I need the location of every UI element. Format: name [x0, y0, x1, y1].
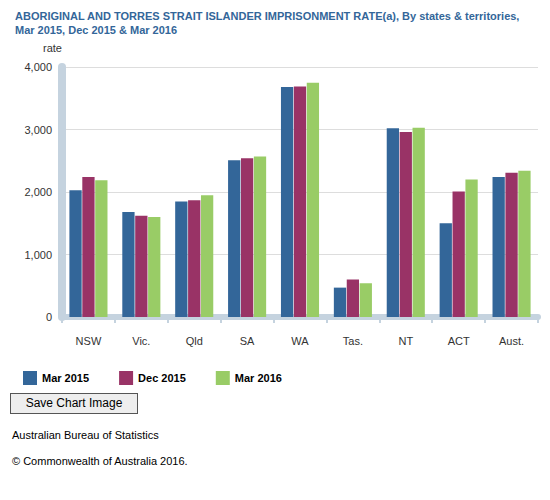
html-text:© Commonwealth of Australia 20: © Commonwealth of Australia 2016. — [12, 455, 188, 467]
svg-text:2,000: 2,000 — [24, 186, 52, 198]
svg-text:rate: rate — [43, 42, 62, 54]
svg-text:0: 0 — [46, 311, 52, 323]
svg-text:WA: WA — [291, 335, 309, 347]
svg-text:ACT: ACT — [448, 335, 470, 347]
svg-text:1,000: 1,000 — [24, 249, 52, 261]
svg-text:SA: SA — [240, 335, 255, 347]
svg-text:Mar 2015: Mar 2015 — [42, 372, 89, 384]
svg-text:Aust.: Aust. — [499, 335, 524, 347]
html-text:Save Chart Image: Save Chart Image — [25, 396, 123, 410]
html-text:Australian Bureau of Statistic: Australian Bureau of Statistics — [12, 429, 159, 441]
svg-text:Qld: Qld — [186, 335, 203, 347]
svg-text:Dec 2015: Dec 2015 — [138, 372, 186, 384]
svg-text:Mar 2016: Mar 2016 — [235, 372, 282, 384]
svg-text:Mar 2015, Dec 2015 & Mar 2016: Mar 2015, Dec 2015 & Mar 2016 — [15, 24, 177, 36]
svg-text:NSW: NSW — [76, 335, 102, 347]
svg-text:4,000: 4,000 — [24, 61, 52, 73]
svg-text:Vic.: Vic. — [132, 335, 150, 347]
svg-text:Tas.: Tas. — [343, 335, 363, 347]
svg-text:3,000: 3,000 — [24, 124, 52, 136]
svg-text:ABORIGINAL AND TORRES STRAIT I: ABORIGINAL AND TORRES STRAIT ISLANDER IM… — [15, 10, 522, 22]
svg-text:NT: NT — [398, 335, 413, 347]
